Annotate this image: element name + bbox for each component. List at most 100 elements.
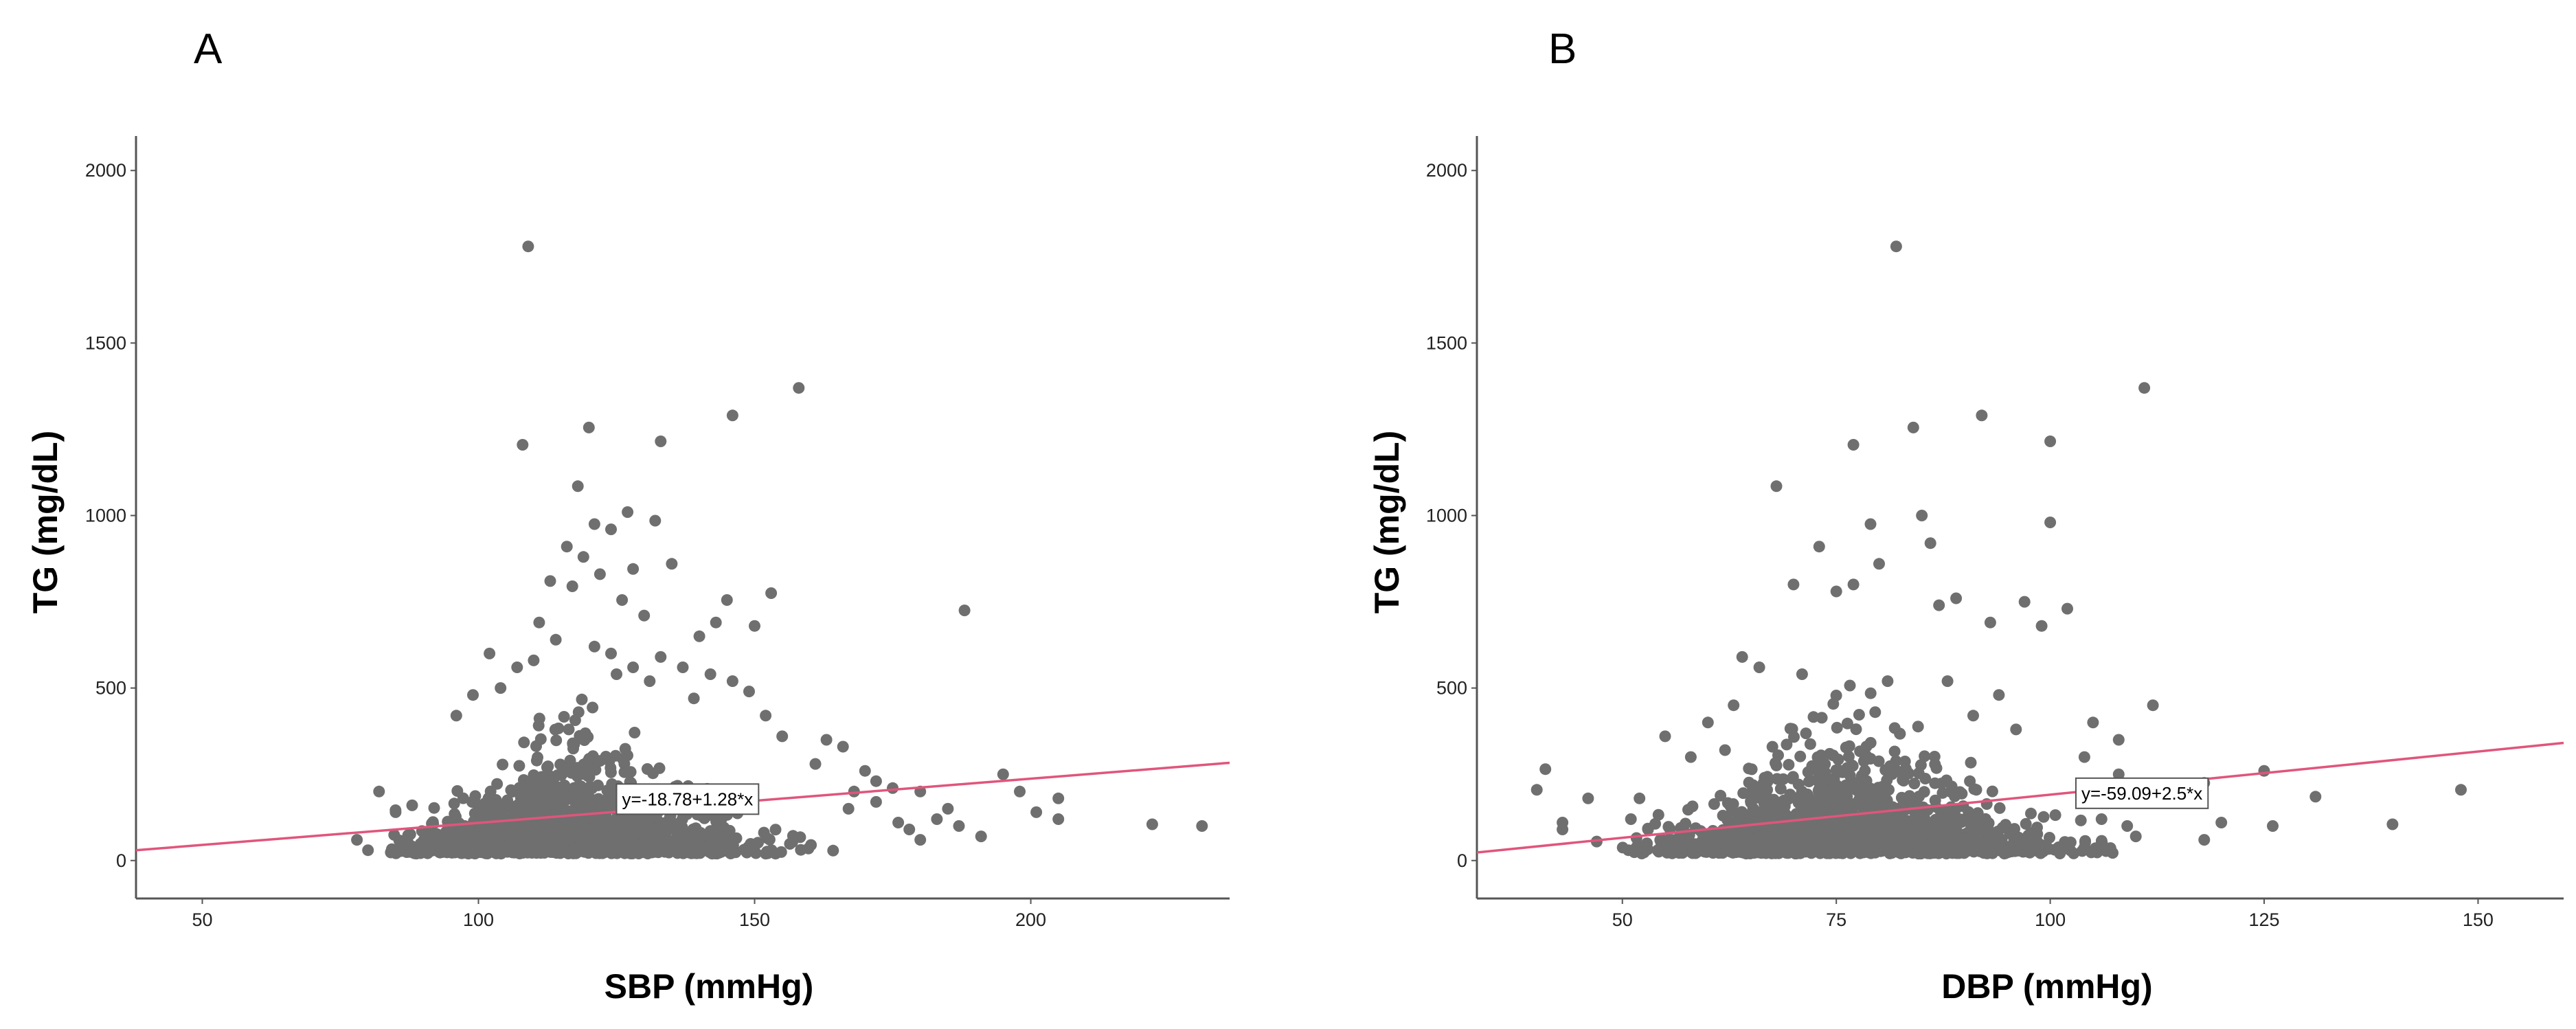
data-point <box>693 630 705 642</box>
data-point <box>495 682 507 694</box>
data-point <box>533 712 545 725</box>
data-point <box>1713 847 1725 859</box>
data-point <box>582 787 594 800</box>
data-point <box>1935 778 1947 790</box>
data-point <box>450 710 462 722</box>
data-point <box>2309 791 2322 803</box>
data-point <box>809 758 822 770</box>
data-point <box>2079 835 2091 847</box>
data-point <box>566 580 578 592</box>
data-point <box>569 784 581 796</box>
data-point <box>1785 826 1797 839</box>
data-point <box>1973 811 1985 824</box>
data-point <box>761 846 773 858</box>
data-point <box>622 506 634 518</box>
data-point <box>1146 818 1158 830</box>
data-point <box>2054 841 2066 854</box>
data-point <box>1803 831 1816 844</box>
data-point <box>1772 841 1784 854</box>
data-point <box>704 668 716 680</box>
data-point <box>1888 745 1901 758</box>
data-point <box>710 616 722 629</box>
data-point <box>1864 753 1877 765</box>
data-point <box>484 647 496 659</box>
data-point <box>1810 797 1822 808</box>
data-point <box>550 734 563 747</box>
data-point <box>1014 785 1026 798</box>
data-point <box>743 686 755 698</box>
data-point <box>1737 839 1750 852</box>
data-point <box>958 604 971 617</box>
data-point <box>1719 829 1732 841</box>
data-point <box>1853 709 1865 721</box>
data-point <box>1736 651 1748 663</box>
data-point <box>870 775 882 787</box>
data-point <box>668 823 681 835</box>
data-point <box>1804 738 1816 750</box>
data-point <box>1831 721 1843 734</box>
data-point <box>1930 813 1942 826</box>
data-point <box>1757 846 1770 858</box>
data-point <box>1893 830 1906 843</box>
regression-line-b <box>1476 741 2564 854</box>
data-point <box>1783 758 1795 771</box>
data-point <box>975 830 987 843</box>
data-point <box>534 821 547 833</box>
data-point <box>402 829 414 841</box>
x-tick-label-a-150: 150 <box>739 909 770 930</box>
data-point <box>572 480 584 493</box>
y-axis-title-b: TG (mg/dL) <box>1368 431 1406 614</box>
data-point <box>1844 679 1856 692</box>
data-point <box>558 711 570 723</box>
data-point <box>563 723 575 736</box>
data-point <box>601 819 613 832</box>
data-point <box>1928 751 1941 762</box>
data-point <box>519 802 532 815</box>
data-point <box>1869 706 1882 719</box>
data-point <box>2061 602 2073 615</box>
y-tick-label-b-1500: 1500 <box>1426 332 1467 353</box>
data-point <box>1914 811 1926 824</box>
data-point <box>752 837 764 849</box>
data-point <box>482 804 494 816</box>
data-point <box>410 848 422 860</box>
data-point <box>749 620 760 632</box>
equation-box-b <box>2075 777 2209 809</box>
data-point <box>1807 711 1820 723</box>
data-point <box>588 640 600 653</box>
data-point <box>2095 813 2108 825</box>
data-point <box>2064 844 2077 857</box>
data-point <box>2121 820 2134 832</box>
data-point <box>529 787 541 799</box>
data-point <box>351 834 363 846</box>
y-tick-label-b-0: 0 <box>1457 850 1467 871</box>
data-point <box>666 558 678 570</box>
data-point <box>1924 846 1936 859</box>
data-point <box>2043 843 2055 855</box>
data-point <box>2147 699 2159 712</box>
data-point <box>563 818 575 830</box>
data-point <box>585 839 598 852</box>
data-point <box>2044 832 2055 844</box>
data-point <box>1662 834 1675 846</box>
data-point <box>480 843 493 855</box>
data-point <box>1830 585 1842 598</box>
data-point <box>1860 740 1873 753</box>
data-point <box>2215 817 2228 828</box>
data-point <box>1841 717 1853 730</box>
data-point <box>1530 784 1543 796</box>
data-point <box>655 651 667 663</box>
data-point <box>743 843 755 855</box>
data-point <box>688 692 700 705</box>
data-point <box>1765 794 1776 806</box>
data-point <box>1860 830 1872 842</box>
data-point <box>776 730 789 743</box>
data-point <box>581 765 594 778</box>
data-point <box>508 846 521 859</box>
data-point <box>1719 744 1731 756</box>
data-point <box>1783 841 1796 853</box>
data-point <box>1840 741 1852 754</box>
y-tick-label-a-500: 500 <box>95 678 126 699</box>
data-point <box>2085 846 2097 859</box>
